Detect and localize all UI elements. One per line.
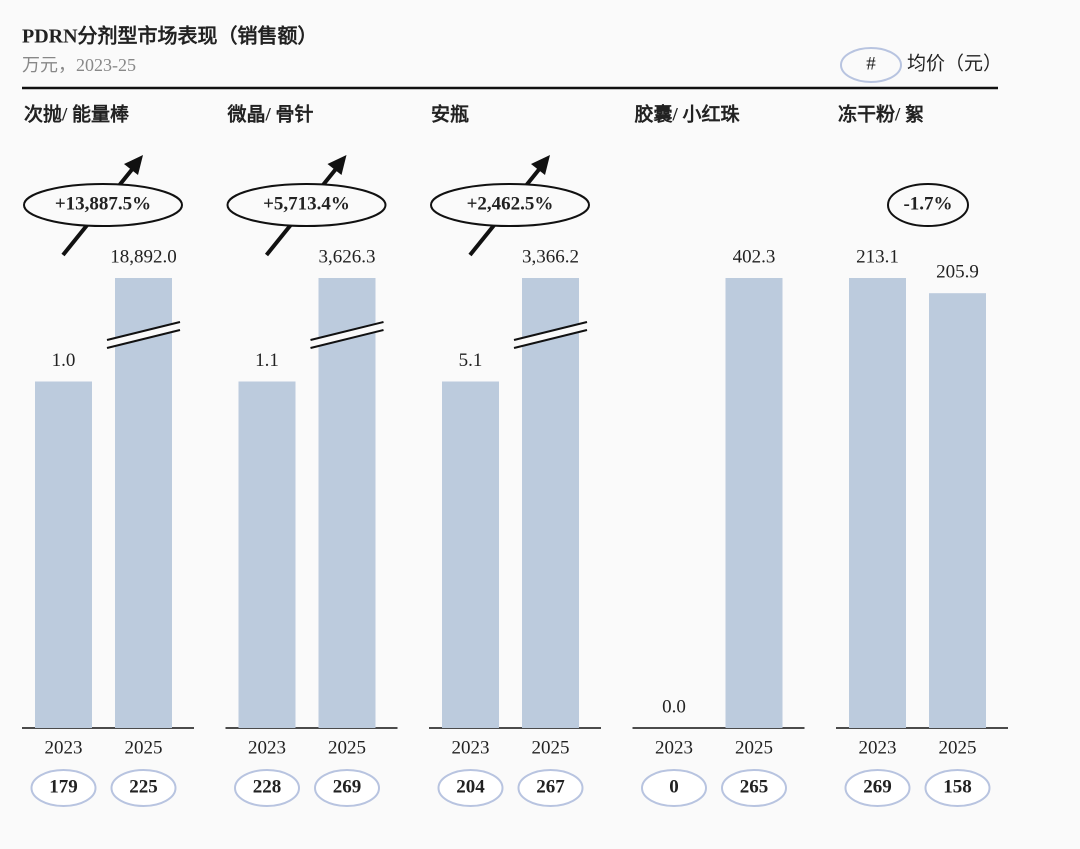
value-label: 5.1 (459, 350, 483, 371)
bar (318, 278, 376, 728)
panel-title: 次抛/ 能量棒 (24, 102, 130, 125)
price-badge (641, 769, 707, 807)
x-tick-label: 2023 (655, 737, 693, 758)
price-label: 0 (669, 776, 679, 797)
value-label: 3,626.3 (319, 246, 376, 267)
axis-break-line (310, 329, 384, 349)
value-label: 18,892.0 (110, 246, 177, 267)
panel-title: 冻干粉/ 絮 (838, 102, 924, 125)
price-label: 179 (49, 776, 78, 797)
change-badge (887, 183, 969, 227)
change-label: +2,462.5% (467, 193, 554, 214)
change-badge (226, 183, 387, 227)
bar (849, 278, 906, 728)
chart-title: PDRN分剂型市场表现（销售额） (22, 24, 318, 48)
value-label: 205.9 (936, 262, 979, 283)
price-label: 204 (456, 776, 485, 797)
x-tick-label: 2025 (735, 737, 773, 758)
price-badge (517, 769, 584, 807)
change-label: +5,713.4% (263, 193, 350, 214)
value-label: 0.0 (662, 696, 686, 717)
x-tick-label: 2023 (45, 737, 83, 758)
change-arrowhead (124, 155, 143, 175)
price-badge (721, 769, 787, 807)
axis-break-line (106, 321, 181, 341)
price-badge (30, 769, 97, 807)
price-badge (110, 769, 177, 807)
change-arrowhead (327, 155, 347, 175)
change-badge (430, 183, 590, 227)
bar (522, 278, 579, 728)
price-label: 269 (863, 776, 892, 797)
price-label: 267 (536, 776, 565, 797)
bar (442, 381, 499, 728)
price-label: 225 (129, 776, 158, 797)
x-tick-label: 2025 (125, 737, 163, 758)
value-label: 213.1 (856, 246, 899, 267)
value-label: 1.0 (52, 350, 76, 371)
x-tick-label: 2023 (859, 737, 897, 758)
change-label: +13,887.5% (55, 193, 151, 214)
x-tick-label: 2023 (248, 737, 286, 758)
price-label: 269 (333, 776, 362, 797)
price-label: 265 (740, 776, 769, 797)
price-badge (234, 769, 300, 807)
value-label: 402.3 (733, 246, 776, 267)
panel-title: 胶囊/ 小红珠 (635, 102, 741, 125)
price-badge (314, 769, 380, 807)
axis-break-line (106, 329, 181, 349)
price-badge (844, 769, 911, 807)
value-label: 3,366.2 (522, 246, 579, 267)
x-tick-label: 2025 (328, 737, 366, 758)
panel-title: 安瓶 (431, 102, 469, 125)
price-badge (924, 769, 991, 807)
axis-break (310, 322, 384, 348)
price-label: 158 (943, 776, 972, 797)
bar (115, 278, 172, 728)
bar (725, 278, 783, 728)
axis-break-line (310, 321, 384, 341)
x-tick-label: 2025 (939, 737, 977, 758)
axis-break-line (513, 329, 588, 349)
bar (238, 381, 296, 728)
change-label: -1.7% (903, 193, 952, 214)
legend-symbol: # (866, 53, 876, 74)
price-badge (437, 769, 504, 807)
axis-break (107, 322, 180, 348)
price-label: 228 (253, 776, 282, 797)
chart-subtitle: 万元，2023-25 (22, 55, 136, 75)
axis-break (514, 322, 587, 348)
bar (35, 381, 92, 728)
x-tick-label: 2025 (532, 737, 570, 758)
bar (929, 293, 986, 728)
change-badge (23, 183, 183, 227)
change-arrowhead (531, 155, 550, 175)
panel-title: 微晶/ 骨针 (227, 102, 314, 125)
legend-label: 均价（元） (907, 52, 1002, 74)
x-tick-label: 2023 (452, 737, 490, 758)
value-label: 1.1 (255, 350, 279, 371)
axis-break-line (513, 321, 588, 341)
legend-marker (840, 47, 902, 83)
